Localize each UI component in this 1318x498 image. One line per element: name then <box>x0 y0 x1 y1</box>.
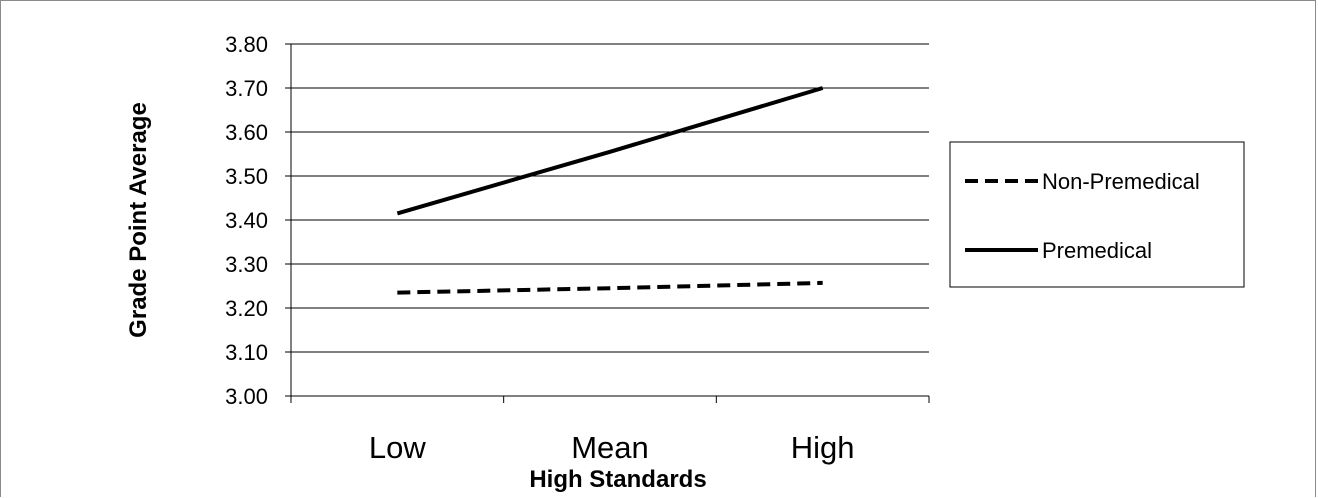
x-tick-label: Low <box>369 430 426 465</box>
y-tick-label: 3.20 <box>225 296 268 321</box>
x-tick-label: High <box>791 430 855 465</box>
y-axis-title: Grade Point Average <box>125 102 152 338</box>
y-tick-label: 3.50 <box>225 164 268 189</box>
x-tick-label: Mean <box>571 430 649 465</box>
y-tick-label: 3.60 <box>225 120 268 145</box>
legend-label: Non-Premedical <box>1042 169 1200 194</box>
y-tick-label: 3.00 <box>225 384 268 409</box>
series-line-premedical <box>397 88 822 213</box>
y-axis: 3.00 3.10 3.20 3.30 3.40 3.50 3.60 3.70 3.80 <box>225 32 291 409</box>
y-tick-label: 3.30 <box>225 252 268 277</box>
legend-box <box>950 142 1244 287</box>
legend: Non-Premedical Premedical <box>950 142 1244 287</box>
x-axis: Low Mean High <box>291 396 929 465</box>
legend-label: Premedical <box>1042 238 1152 263</box>
series-line-non-premedical <box>397 283 822 293</box>
y-tick-label: 3.10 <box>225 340 268 365</box>
x-axis-title: High Standards <box>529 466 706 493</box>
y-tick-label: 3.70 <box>225 76 268 101</box>
y-tick-label: 3.40 <box>225 208 268 233</box>
series-lines <box>397 88 822 293</box>
y-tick-label: 3.80 <box>225 32 268 57</box>
gridlines <box>291 44 929 352</box>
